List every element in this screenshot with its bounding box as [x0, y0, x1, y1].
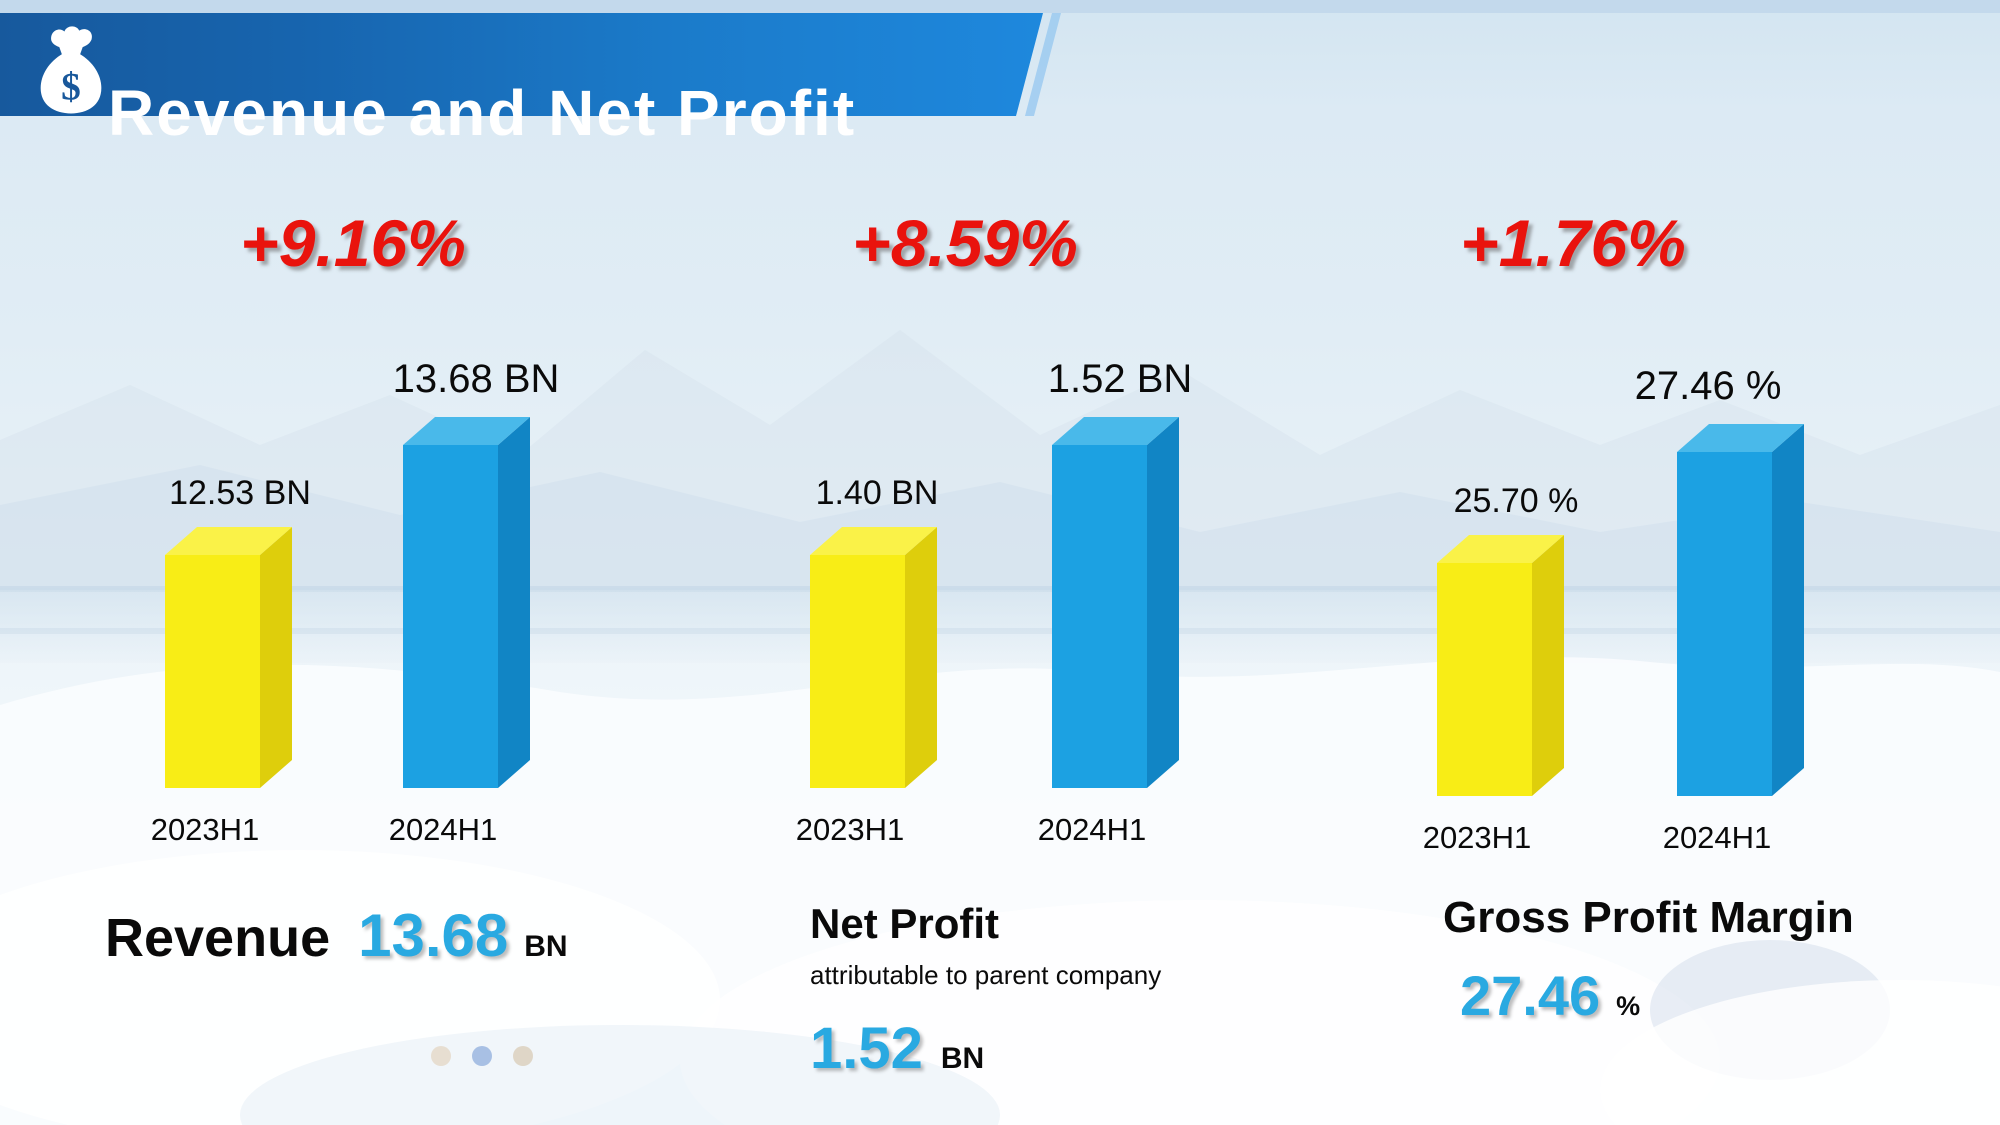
x-label-2024H1-gross-profit-margin: 2024H1	[1662, 820, 1772, 855]
decor-dot	[472, 1046, 492, 1066]
money-bag-body	[40, 53, 102, 114]
bar-2024H1-revenue	[403, 417, 530, 788]
bar-value-2023H1-revenue: 12.53 BN	[169, 474, 311, 512]
title-banner	[0, 13, 1043, 116]
summary-gross-margin-label: Gross Profit Margin	[1443, 893, 1854, 942]
bar-value-2023H1-gross-profit-margin: 25.70 %	[1453, 482, 1579, 520]
top-face	[1437, 535, 1564, 563]
top-face	[1052, 417, 1179, 445]
summary-net-profit-unit: BN	[940, 1042, 985, 1075]
summary-net-profit: Net Profit attributable to parent compan…	[810, 900, 1161, 1082]
summary-net-profit-label: Net Profit	[810, 900, 999, 947]
front-face	[165, 555, 260, 788]
x-label-2024H1-net-profit: 2024H1	[1037, 812, 1147, 847]
page-title: Revenue and Net Profit	[108, 77, 857, 150]
dollar-sign: $	[61, 65, 81, 109]
summary-revenue: Revenue 13.68 BN	[105, 901, 568, 970]
header-top-strip	[0, 0, 2000, 13]
side-face	[403, 417, 530, 788]
top-face	[810, 527, 937, 555]
water-reflection	[0, 586, 2000, 663]
summary-gross-margin-value: 27.46	[1460, 964, 1601, 1027]
money-bag-icon: $	[40, 26, 102, 114]
side-face	[165, 527, 292, 788]
summary-net-profit-value-row: 1.52 BN	[810, 1015, 1161, 1082]
top-face	[165, 527, 292, 555]
summary-revenue-value: 13.68	[358, 902, 509, 969]
summary-gross-margin-value-row: 27.46 %	[1460, 963, 1854, 1028]
money-bag-ruffle	[51, 26, 92, 49]
bar-value-2024H1-gross-profit-margin: 27.46 %	[1634, 364, 1782, 408]
x-label-2024H1-revenue: 2024H1	[388, 812, 498, 847]
decor-dot	[431, 1046, 451, 1066]
side-face	[1052, 417, 1179, 788]
bar-value-2024H1-net-profit: 1.52 BN	[1047, 357, 1193, 401]
side-face	[810, 527, 937, 788]
decor-dots	[431, 1046, 533, 1066]
bar-2024H1-gross-profit-margin	[1677, 424, 1804, 796]
summary-gross-margin: Gross Profit Margin 27.46 %	[1443, 893, 1854, 1028]
bar-2023H1-revenue	[165, 527, 292, 788]
bar-value-2024H1-revenue: 13.68 BN	[392, 357, 560, 401]
side-face	[1677, 424, 1804, 796]
change-percent-net-profit: +8.59%	[852, 206, 1078, 280]
side-face	[1437, 535, 1564, 796]
change-percent-gross-profit-margin: +1.76%	[1460, 206, 1686, 280]
x-label-2023H1-revenue: 2023H1	[150, 812, 260, 847]
summary-gross-margin-unit: %	[1616, 991, 1641, 1021]
bar-value-2023H1-net-profit: 1.40 BN	[815, 474, 939, 512]
x-label-2023H1-net-profit: 2023H1	[795, 812, 905, 847]
bar-2023H1-net-profit	[810, 527, 937, 788]
front-face	[1437, 563, 1532, 796]
summary-revenue-label: Revenue	[105, 908, 331, 968]
bar-2023H1-gross-profit-margin	[1437, 535, 1564, 796]
summary-net-profit-sublabel: attributable to parent company	[810, 960, 1162, 990]
top-face	[1677, 424, 1804, 452]
decor-dot	[513, 1046, 533, 1066]
x-label-2023H1-gross-profit-margin: 2023H1	[1422, 820, 1532, 855]
front-face	[403, 445, 498, 788]
summary-net-profit-value: 1.52	[810, 1016, 923, 1081]
front-face	[1052, 445, 1147, 788]
front-face	[810, 555, 905, 788]
summary-revenue-unit: BN	[524, 930, 568, 963]
front-face	[1677, 452, 1772, 796]
change-percent-revenue: +9.16%	[240, 206, 466, 280]
top-face	[403, 417, 530, 445]
bar-2024H1-net-profit	[1052, 417, 1179, 788]
